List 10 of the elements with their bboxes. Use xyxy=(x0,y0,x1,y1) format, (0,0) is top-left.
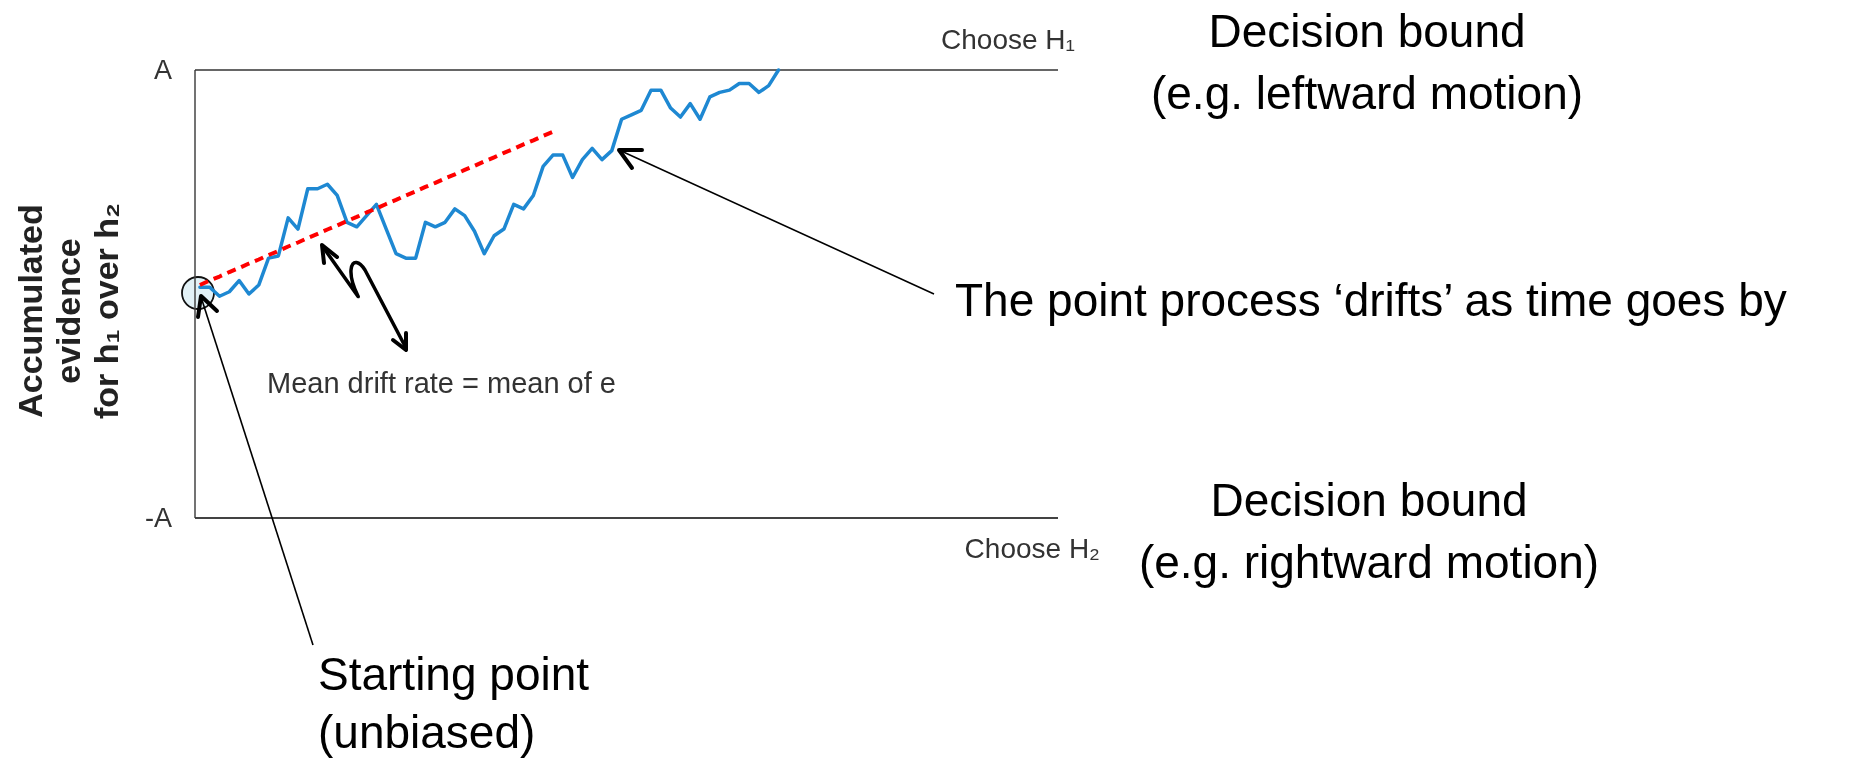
text: A xyxy=(153,55,172,85)
y-axis-title: Accumulated evidence for h₁ over h₂ xyxy=(11,202,125,420)
annotation: Mean drift rate = mean of e xyxy=(267,367,616,399)
text: -A xyxy=(145,503,172,533)
text: Starting point (unbiased) xyxy=(318,648,590,758)
text: Decision bound (e.g. leftward motion) xyxy=(1150,5,1584,119)
text: Decision bound (e.g. rightward motion) xyxy=(1138,474,1600,588)
ref-line-label: Choose H₁ xyxy=(941,24,1075,55)
annotation: The point process ‘drifts’ as time goes by xyxy=(955,274,1787,326)
ref-line-label: Choose H₂ xyxy=(964,533,1100,564)
